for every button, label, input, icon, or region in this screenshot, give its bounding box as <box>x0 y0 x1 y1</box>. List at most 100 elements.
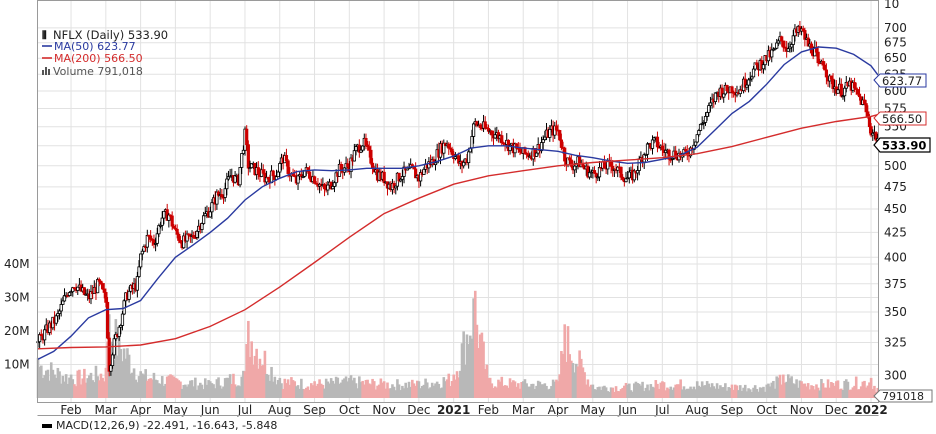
candle-body <box>854 87 858 90</box>
volume-bar <box>313 381 316 398</box>
volume-bar <box>296 385 300 398</box>
volume-bar <box>175 378 179 398</box>
volume-bar <box>430 382 434 398</box>
volume-bar <box>114 319 118 398</box>
volume-bar <box>861 381 865 398</box>
volume-bar <box>490 383 494 398</box>
candle-body <box>493 134 497 139</box>
volume-bar <box>462 331 465 398</box>
volume-tag-shape <box>873 389 933 403</box>
volume-bar <box>346 381 350 398</box>
volume-bar <box>712 386 716 398</box>
volume-bar <box>546 389 550 398</box>
volume-bar <box>399 390 403 398</box>
volume-bar <box>305 387 308 398</box>
volume-bar <box>275 384 278 398</box>
volume-bar <box>164 383 167 398</box>
volume-bar <box>570 360 573 398</box>
volume-bar <box>170 375 174 398</box>
candle-body <box>751 68 756 78</box>
volume-bar <box>258 358 262 398</box>
volume-bar <box>102 381 106 398</box>
volume-bar <box>233 384 237 398</box>
price-tick-label: 600 <box>884 84 907 98</box>
volume-bar <box>599 389 603 398</box>
volume-bar <box>245 343 248 398</box>
candle-body <box>569 159 573 167</box>
candle-body <box>38 334 42 343</box>
volume-bar <box>652 387 656 398</box>
candle-body <box>856 89 860 95</box>
volume-bar <box>681 389 684 398</box>
volume-bar <box>851 387 855 398</box>
candle-body <box>422 168 426 175</box>
volume-bar <box>174 377 177 398</box>
volume-bar <box>132 368 136 398</box>
volume-bar <box>189 380 192 398</box>
volume-bar <box>339 382 343 398</box>
candle-body <box>296 175 300 184</box>
volume-bar <box>116 355 119 398</box>
volume-bar <box>467 344 470 398</box>
candle-body <box>750 76 754 80</box>
candle-body <box>770 49 774 58</box>
price-tick-label: 350 <box>884 305 907 319</box>
candle-body <box>271 170 275 177</box>
last-price-tag-shape <box>873 137 931 153</box>
volume-bar <box>248 357 252 398</box>
volume-bar <box>200 384 204 398</box>
volume-bar <box>353 377 356 398</box>
volume-bar <box>801 383 805 398</box>
volume-bar <box>815 384 818 398</box>
month-tick-label: Nov <box>790 403 813 417</box>
candle-body <box>175 228 179 235</box>
candle-body <box>821 60 825 66</box>
volume-bar <box>440 387 444 398</box>
volume-bar <box>608 391 611 398</box>
volume-bar <box>406 387 409 398</box>
volume-bar <box>520 382 523 398</box>
volume-bar <box>344 376 348 398</box>
volume-bar <box>616 391 620 398</box>
volume-bar <box>465 334 469 398</box>
month-tick-label: Oct <box>756 403 777 417</box>
volume-bar <box>69 374 73 398</box>
volume-bar <box>194 377 197 398</box>
candle-body <box>563 147 567 162</box>
volume-bar <box>104 367 108 398</box>
volume-bar <box>197 385 200 398</box>
volume-bar <box>863 380 866 398</box>
candle-body <box>322 184 327 190</box>
volume-bar <box>472 298 475 398</box>
volume-bar <box>808 389 812 398</box>
volume-bar <box>730 384 734 398</box>
volume-tick-label: 40M <box>4 257 30 271</box>
volume-bar <box>513 381 517 398</box>
candle-body <box>645 143 650 155</box>
volume-bar <box>553 381 557 398</box>
candle-body <box>857 93 862 98</box>
month-tick-label: Jun <box>200 403 220 417</box>
volume-bar <box>43 375 46 398</box>
volume-bar <box>722 387 726 398</box>
candle-body <box>624 178 628 183</box>
volume-bar <box>243 371 247 398</box>
volume-bar <box>252 364 255 398</box>
volume-bar <box>321 384 325 398</box>
candle-body <box>755 62 759 66</box>
candle-body <box>559 139 563 148</box>
volume-bar <box>452 374 456 398</box>
candle-body <box>326 184 330 191</box>
volume-tick-label: 30M <box>4 291 30 305</box>
candle-body <box>660 145 665 151</box>
volume-bar <box>740 391 744 398</box>
volume-bar <box>672 387 676 398</box>
volume-bar <box>250 341 253 398</box>
volume-bar <box>835 381 838 398</box>
price-tick-label: 300 <box>884 368 907 382</box>
candle-body <box>541 139 545 143</box>
volume-bar <box>263 350 267 398</box>
volume-bar <box>288 384 292 398</box>
month-tick-label: 2021 <box>437 403 470 417</box>
volume-bar <box>788 378 792 398</box>
